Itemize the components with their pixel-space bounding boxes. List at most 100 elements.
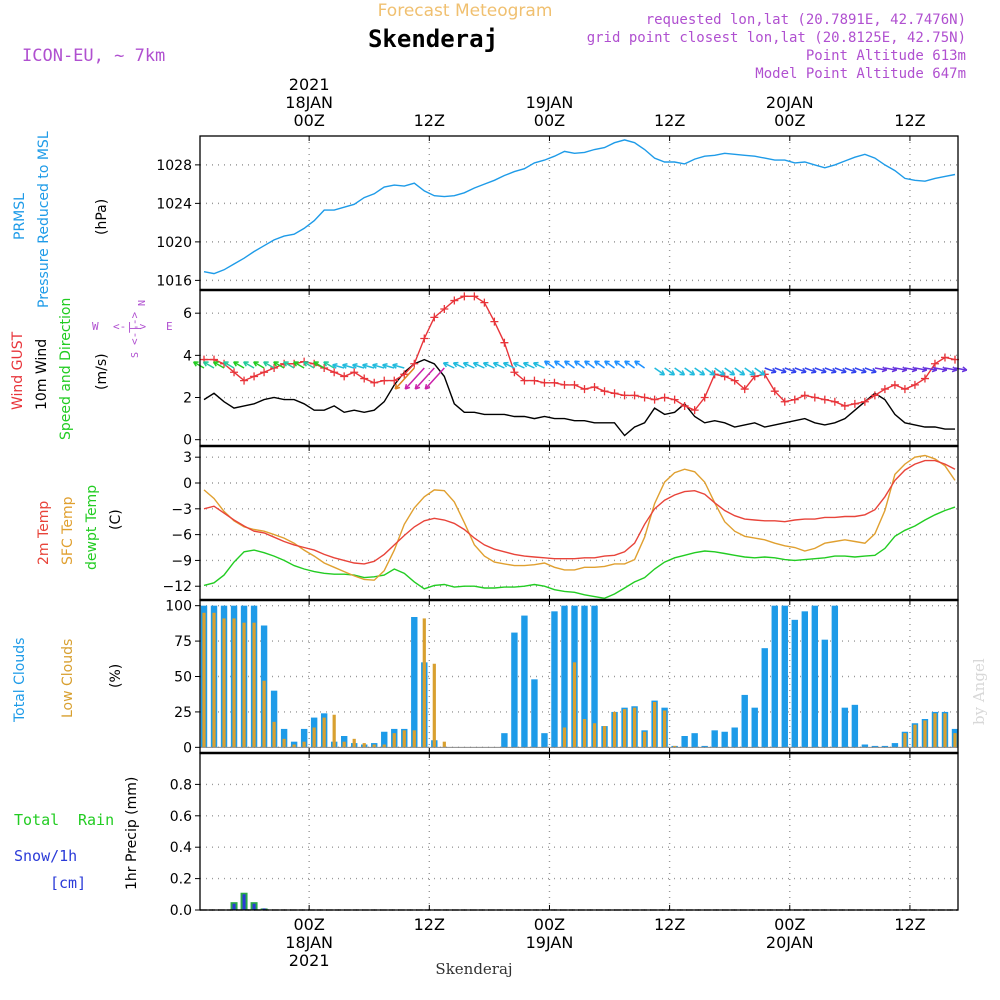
wind-arrow-head — [584, 360, 590, 366]
wind-arrow — [554, 360, 565, 369]
wind-unit-label: (m/s) — [94, 353, 110, 390]
prmsl-desc-label: Pressure Reduced to MSL — [36, 131, 52, 308]
bottom-tick-label: 19JAN — [526, 933, 574, 952]
gust-marker — [910, 380, 919, 389]
wind-arrow — [503, 362, 515, 369]
gust-marker — [640, 393, 649, 402]
wind-arrow-head — [392, 362, 398, 369]
wind-arrow-head — [821, 367, 827, 374]
panel-frame — [199, 752, 959, 911]
total-cloud-bar — [711, 730, 718, 748]
wind-arrow — [824, 367, 837, 373]
wind-arrow-head — [293, 361, 299, 367]
wind-arrow-head — [522, 361, 529, 368]
wind-arrow-head — [442, 361, 449, 368]
wind-arrow-head — [901, 366, 908, 373]
wind-arrow-head — [634, 360, 640, 366]
wind-arrow — [382, 364, 395, 369]
low-cloud-bar — [612, 711, 617, 748]
wind-arrow — [544, 360, 555, 369]
bottom-tick-label: 20JAN — [766, 933, 814, 952]
wind-arrow-head — [502, 361, 509, 368]
gust-marker — [620, 391, 629, 400]
dewpt-line — [203, 506, 956, 600]
gust-marker — [770, 387, 779, 396]
gust-marker — [440, 304, 449, 313]
snow-bar — [262, 908, 266, 910]
gust-marker — [390, 376, 399, 385]
wind-arrow-head — [414, 383, 421, 390]
wind-arrow-head — [202, 361, 209, 367]
gust-marker — [460, 292, 469, 301]
wind-arrow-head — [659, 370, 666, 376]
low-cloud-bar — [663, 710, 667, 748]
wind-arrow — [684, 367, 695, 376]
wind-arrow-head — [921, 366, 928, 373]
compass-e: E — [166, 320, 173, 333]
wind-arrow-head — [931, 366, 938, 373]
wind-arrow — [473, 362, 485, 369]
gust-marker — [230, 368, 239, 377]
wind-arrow-head — [759, 370, 766, 376]
wind-arrow — [203, 361, 215, 369]
gust-marker — [340, 372, 349, 381]
ytick-label: 0.6 — [170, 809, 192, 825]
wind-arrow — [372, 364, 385, 369]
wind-arrow — [463, 362, 475, 369]
low-cloud-bar — [212, 612, 216, 748]
ytick-label: 4 — [183, 348, 192, 364]
snow-bar — [242, 894, 246, 910]
pressure-labels: PRMSL Pressure Reduced to MSL (hPa) — [12, 131, 110, 308]
point-altitude: Point Altitude 613m — [806, 48, 966, 64]
wind-arrow-head — [811, 367, 817, 374]
wind-arrow — [844, 367, 857, 373]
wind-arrow-head — [394, 383, 401, 390]
wind-arrow-head — [253, 361, 259, 367]
wind-arrow — [804, 367, 817, 373]
precip-axis-label: 1hr Precip (mm) — [124, 777, 140, 890]
ytick-label: 75 — [174, 634, 192, 650]
wind-arrow-head — [911, 366, 918, 373]
total-cloud-bar — [280, 728, 288, 748]
total-cloud-bar — [781, 605, 788, 748]
bottom-tick-label: 2021 — [289, 951, 330, 970]
low-cloud-bar — [362, 743, 366, 748]
ytick-label: −6 — [171, 528, 192, 544]
wind-arrow — [263, 361, 275, 369]
top-tick-label: 12Z — [414, 111, 445, 130]
wind-arrow — [223, 361, 235, 369]
wind-arrow — [954, 367, 967, 371]
ytick-label: 50 — [174, 670, 192, 686]
wind-arrow — [303, 361, 315, 369]
low-cloud-bar — [312, 727, 316, 748]
low-cloud-bar — [903, 733, 907, 748]
panel-temperature: −12 −9 −6 −3 0 3 — [162, 445, 959, 601]
precip-cm-label: [cm] — [50, 874, 86, 892]
wind-arrow-head — [851, 367, 857, 374]
wind-arrow-head — [192, 361, 199, 367]
wind-arrow — [594, 360, 605, 369]
wind-arrow-head — [669, 370, 676, 376]
ytick-label: −12 — [162, 579, 192, 595]
total-cloud-bar — [511, 632, 518, 748]
wind-arrow — [253, 361, 265, 369]
total-cloud-bar — [741, 694, 748, 748]
sfc-temp-line — [203, 454, 956, 581]
low-cloud-bar — [222, 618, 226, 748]
gust-marker — [700, 393, 709, 402]
forecast-title: Forecast Meteogram — [378, 1, 553, 21]
ytick-label: 0.4 — [170, 840, 192, 856]
wind-arrow — [273, 361, 285, 369]
gust-marker — [730, 376, 739, 385]
wind-arrow — [864, 367, 877, 373]
gust-marker — [530, 376, 539, 385]
bottom-tick-label: 18JAN — [285, 933, 333, 952]
wind-arrow-head — [749, 370, 756, 376]
total-clouds-label: Total Clouds — [12, 638, 28, 723]
ytick-label: 0 — [183, 740, 192, 756]
top-tick-label: 20JAN — [766, 93, 814, 112]
compass-h-line: <-|-> — [113, 320, 146, 333]
total-cloud-bar — [721, 731, 728, 748]
wind-arrow-head — [372, 362, 378, 369]
